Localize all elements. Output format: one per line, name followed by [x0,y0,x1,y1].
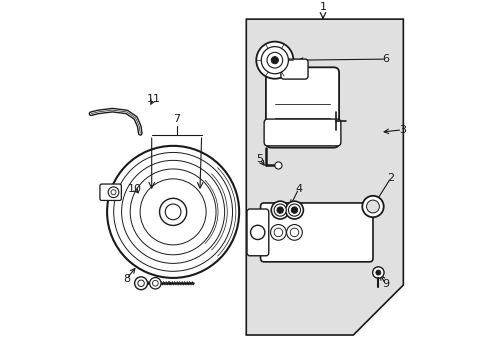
FancyBboxPatch shape [246,209,268,256]
Circle shape [362,196,383,217]
Circle shape [270,225,285,240]
Circle shape [289,228,298,237]
Circle shape [165,204,181,220]
Circle shape [261,46,288,74]
Circle shape [271,201,288,219]
Polygon shape [246,19,403,335]
Circle shape [149,278,161,289]
Text: 5: 5 [256,154,263,165]
FancyBboxPatch shape [100,184,121,201]
FancyBboxPatch shape [264,119,340,146]
Text: 6: 6 [382,54,389,64]
Circle shape [276,207,283,213]
Circle shape [375,270,380,275]
Circle shape [285,201,303,219]
Text: 11: 11 [146,94,160,104]
Circle shape [366,200,379,213]
Circle shape [291,207,297,213]
FancyBboxPatch shape [280,59,307,79]
Circle shape [274,204,285,216]
Text: 1: 1 [319,2,326,12]
Text: 4: 4 [295,184,302,194]
Circle shape [250,225,264,239]
Circle shape [274,162,282,169]
Circle shape [266,52,282,68]
Circle shape [372,267,383,278]
Circle shape [288,204,300,216]
Circle shape [138,280,144,287]
Text: 7: 7 [173,114,180,125]
Text: 3: 3 [398,125,405,135]
Circle shape [159,198,186,225]
Circle shape [108,187,119,198]
Circle shape [134,277,147,290]
Circle shape [286,225,302,240]
Circle shape [111,190,116,195]
Circle shape [107,146,239,278]
Text: 2: 2 [386,173,394,183]
Circle shape [256,42,293,79]
Text: 10: 10 [128,184,142,194]
Text: 9: 9 [381,279,388,289]
Circle shape [152,280,158,286]
FancyBboxPatch shape [260,203,372,262]
Circle shape [274,228,282,237]
Circle shape [271,57,278,64]
Text: 8: 8 [123,274,130,284]
FancyBboxPatch shape [265,67,338,148]
